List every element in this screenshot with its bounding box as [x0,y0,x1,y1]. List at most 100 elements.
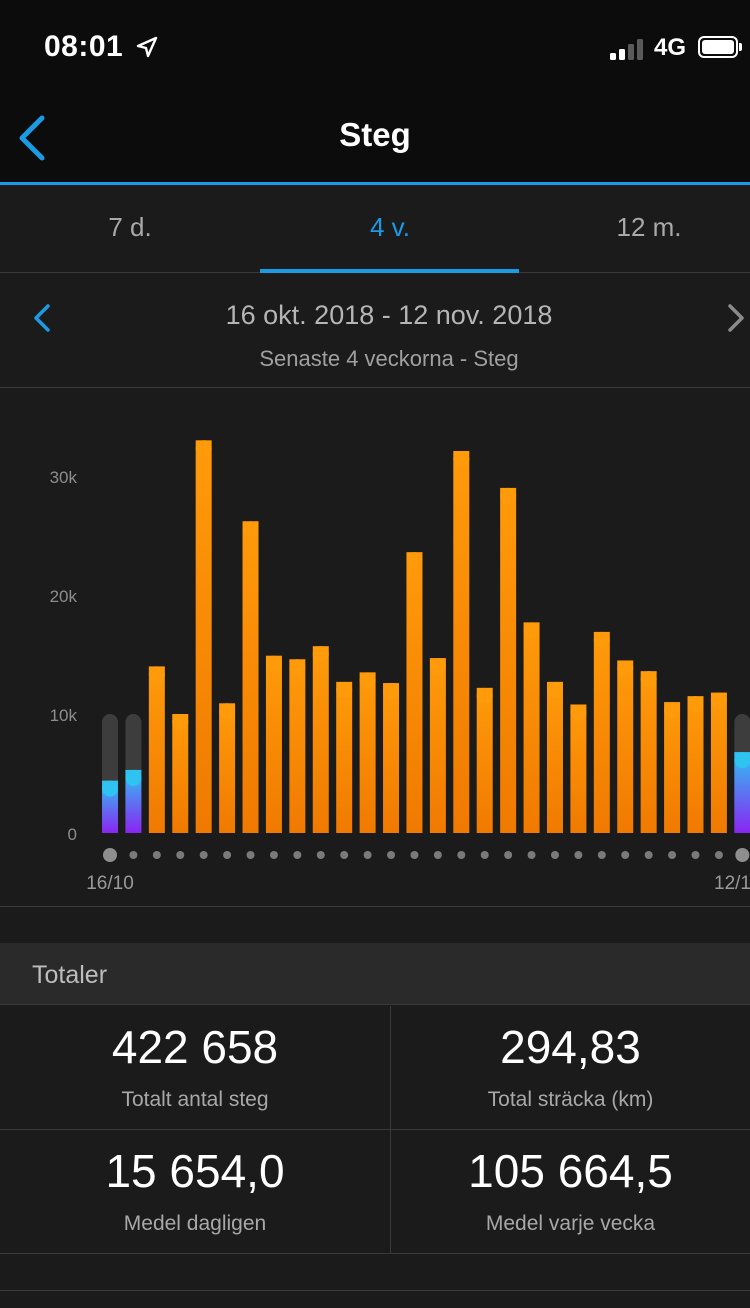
bar-cap [617,660,634,677]
network-type: 4G [654,34,687,61]
previous-period-button[interactable] [26,300,56,336]
status-time: 08:01 [44,30,124,63]
back-button[interactable] [10,110,60,166]
x-tick-dot [457,851,466,859]
bar [523,622,540,833]
bar-cap [710,692,727,709]
stat-label: Totalt antal steg [121,1088,269,1111]
chevron-right-icon [728,304,744,332]
bar-cap [406,552,423,569]
bar [570,704,587,833]
x-tick-dot [246,851,255,859]
x-tick-dot [387,851,396,859]
x-tick-dot [550,851,559,859]
chevron-left-icon [34,304,50,332]
stat-label: Medel varje vecka [485,1212,656,1235]
x-tick-dot [668,851,677,859]
bar [664,702,681,833]
bar-cap [429,658,446,675]
bar [734,752,750,833]
bar [500,487,517,833]
cellular-signal-icon [610,38,646,60]
tab-12-months[interactable]: 12 m. [616,212,682,242]
top-bar: 08:01 4G Steg [0,0,750,185]
bar [289,659,306,833]
bar [453,451,470,833]
x-tick-dot [269,851,278,859]
bar [406,552,423,833]
bar-cap [523,622,540,639]
bar [687,696,704,833]
bar [125,769,142,833]
bar [172,714,189,833]
bar [359,672,376,833]
date-range-subtitle: Senaste 4 veckorna - Steg [259,346,519,371]
totals-title: Totaler [32,961,108,989]
x-tick-dot [340,851,349,859]
totals-grid: 422 658 Totalt antal steg 294,83 Total s… [0,1006,750,1254]
bottom-divider [0,1290,750,1291]
steps-chart: 0 10k 20k 30k 16/10 12/1 [0,389,750,907]
x-tick-dot [293,851,302,859]
bar-cap [500,487,517,504]
stat-label: Medel dagligen [123,1212,267,1235]
bar-cap [148,666,165,683]
stat-total-distance: 294,83 Total sträcka (km) [390,1006,750,1130]
x-tick-dot [574,851,583,859]
steps-bar-chart: 0 10k 20k 30k 16/10 12/1 [50,440,750,894]
header-divider [0,182,750,185]
x-tick-dot [103,848,117,862]
bar [219,703,236,833]
stat-value: 15 654,0 [105,1145,285,1197]
battery-icon [698,36,742,58]
stat-weekly-average: 105 664,5 Medel varje vecka [390,1130,750,1254]
bar-cap [593,631,610,648]
bar [383,683,400,833]
totals-section-header: Totaler [0,943,750,1005]
y-tick-label: 20k [50,587,78,606]
bar-cap [383,683,400,700]
bar-cap [125,769,142,786]
bar [195,440,212,833]
bar-cap [195,440,212,457]
active-tab-indicator [260,269,519,273]
x-tick-label-first: 16/10 [86,873,134,894]
tab-4-weeks[interactable]: 4 v. [370,212,410,242]
stat-value: 105 664,5 [468,1145,673,1197]
x-tick-dot [621,851,630,859]
bar-cap [265,655,282,672]
x-tick-dot [152,851,161,859]
bar [265,655,282,833]
x-tick-dot [504,851,513,859]
x-tick-dot [363,851,372,859]
x-tick-dot [410,851,419,859]
y-tick-label: 30k [50,468,78,487]
next-period-button[interactable] [722,300,750,336]
bar-cap [102,780,118,797]
location-arrow-icon [136,36,158,58]
x-tick-dot [316,851,325,859]
date-range-header: 16 okt. 2018 - 12 nov. 2018 Senaste 4 ve… [0,274,750,388]
bar-cap [546,681,563,698]
bar-cap [172,714,189,730]
stat-value: 294,83 [500,1021,641,1073]
stat-value: 422 658 [111,1021,279,1073]
bar-cap [289,659,306,676]
bar-cap [242,521,259,538]
x-tick-dot [480,851,489,859]
x-tick-dot [433,851,442,859]
bar-cap [219,703,236,720]
bar-cap [570,704,587,721]
x-tick-dot [223,851,232,859]
x-tick-dot [735,848,750,862]
tab-7-days[interactable]: 7 d. [108,212,152,242]
chevron-left-icon [19,115,45,161]
bar [476,687,493,833]
stat-daily-average: 15 654,0 Medel dagligen [0,1130,390,1254]
x-tick-dot [129,851,138,859]
x-tick-dot [714,851,723,859]
bar-cap [312,646,329,663]
bar-cap [640,671,657,688]
bar-cap [453,451,470,468]
bar [546,681,563,833]
